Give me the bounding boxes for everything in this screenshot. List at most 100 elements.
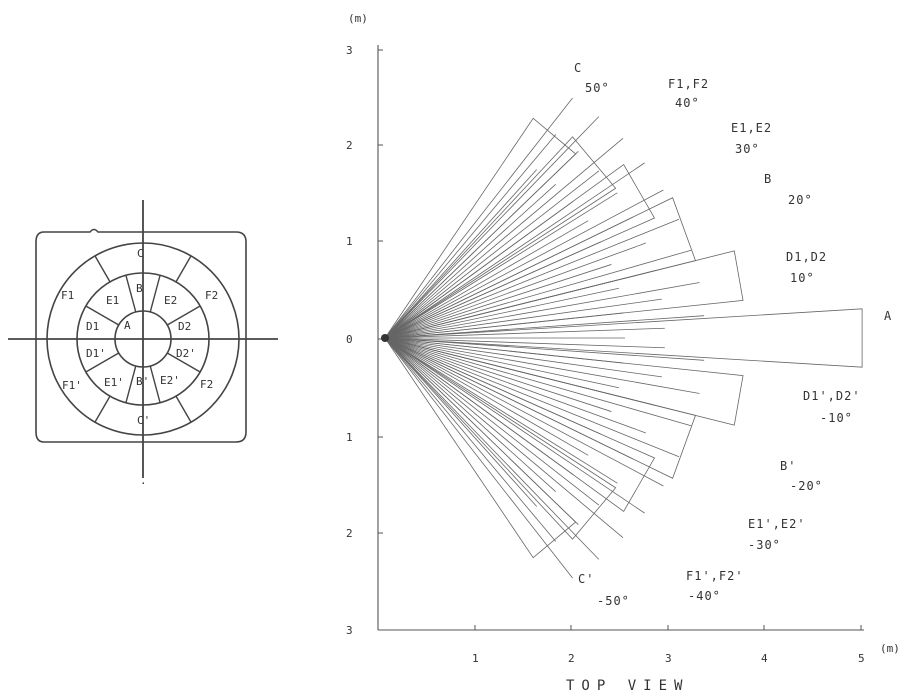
beam-ray <box>384 170 600 339</box>
beam-ray <box>384 337 700 394</box>
beam-ray <box>384 337 557 542</box>
outer-ring <box>46 242 240 436</box>
beam-ray <box>384 337 624 538</box>
beam-ray <box>384 337 556 493</box>
beam-ray <box>384 162 645 339</box>
inner-divider <box>125 365 137 403</box>
inner-ring <box>114 310 172 368</box>
y-tick-label: 0 <box>346 333 353 346</box>
beam-ray <box>384 312 624 339</box>
y-tick-label: 3 <box>346 624 353 637</box>
beam-angle-label: -10° <box>820 411 853 425</box>
beam-name-label: E1,E2 <box>731 121 772 135</box>
beam-ray <box>384 134 557 339</box>
beam-ray <box>384 287 619 339</box>
beam-ray <box>384 183 556 339</box>
segment-label: A <box>124 319 131 332</box>
beam-ray <box>384 337 618 484</box>
inner-divider <box>166 305 201 326</box>
beam-name-label: C' <box>578 572 594 586</box>
segment-label: E1' <box>104 376 124 389</box>
plot-title: TOP VIEW <box>566 678 689 694</box>
beam-angle-label: 40° <box>675 96 700 110</box>
beam-ray <box>384 337 619 389</box>
segment-dividers <box>85 255 201 423</box>
beam-ray <box>384 337 680 458</box>
inner-divider <box>125 275 137 313</box>
beam-ray <box>384 337 600 506</box>
beam-ray <box>384 337 574 475</box>
beam-name-label: C <box>574 61 582 75</box>
beam-angle-label: -40° <box>688 589 721 603</box>
beam-ray <box>384 337 600 560</box>
plot-axes <box>377 45 864 631</box>
beam-ray <box>384 337 705 361</box>
sensor-origin <box>381 334 389 342</box>
x-tick-label: 5 <box>858 652 865 665</box>
beam-name-label: A <box>884 309 892 323</box>
beam-angle-label: 20° <box>788 193 813 207</box>
x-tick-label: 1 <box>472 652 479 665</box>
segment-label: F1 <box>61 289 74 302</box>
stray-mark: · <box>140 477 147 490</box>
beam-wedge <box>384 117 577 339</box>
inner-divider <box>85 352 120 373</box>
beam-ray <box>384 242 646 339</box>
detection-beams <box>384 97 863 579</box>
beam-labels: C50° F1,F2 40° E1,E2 30° B 20° D1,D2 10° A D1',D2'… <box>574 61 892 608</box>
segment-label: F1' <box>62 379 82 392</box>
beam-angle-label: 10° <box>790 271 815 285</box>
inner-divider <box>149 365 161 403</box>
beam-ray <box>384 201 574 339</box>
segment-label: D1 <box>86 320 99 333</box>
beam-ray <box>384 337 602 435</box>
beam-ray <box>384 337 662 378</box>
beam-ray <box>384 220 589 339</box>
beam-ray <box>384 337 646 434</box>
y-tick-label: 1 <box>346 235 353 248</box>
beam-name-label: E1',E2' <box>748 517 806 531</box>
beam-ray <box>384 337 656 406</box>
beam-name-label: D1',D2' <box>803 389 861 403</box>
beam-ray <box>384 138 624 339</box>
segment-labels: C B A F1 E1 E2 F2 D1 D2 D1' D2' F1' E1' B' E2' F2 C' <box>61 247 218 427</box>
x-axis-unit: (m) <box>880 642 900 655</box>
segment-label: C <box>137 247 144 260</box>
beam-ray <box>384 216 634 339</box>
beam-ray <box>384 337 538 507</box>
beam-ray <box>384 218 680 339</box>
beam-ray <box>384 337 665 349</box>
segment-label: E2 <box>164 294 177 307</box>
x-tick-label: 4 <box>761 652 768 665</box>
segment-label: C' <box>137 414 150 427</box>
beam-name-label: B' <box>780 459 796 473</box>
beam-ray <box>384 282 700 339</box>
sensor-housing <box>35 228 247 443</box>
segment-label: B' <box>136 375 149 388</box>
beam-angle-label: -30° <box>748 538 781 552</box>
beam-angle-label: 30° <box>735 142 760 156</box>
y-tick-label: 2 <box>346 527 353 540</box>
beam-ray <box>384 337 645 514</box>
beam-ray <box>384 337 634 460</box>
segment-label: E2' <box>160 374 180 387</box>
segment-label: D1' <box>86 347 106 360</box>
beam-name-label: F1,F2 <box>668 77 709 91</box>
beam-ray <box>384 249 692 339</box>
beam-ray <box>384 337 612 412</box>
beam-ray <box>384 298 662 339</box>
y-tick-label: 2 <box>346 139 353 152</box>
beam-ray <box>384 264 612 339</box>
beam-ray <box>384 97 573 339</box>
beam-wedge <box>384 337 577 559</box>
outer-divider <box>175 395 192 423</box>
y-tick-labels: 3 2 1 0 1 2 3 <box>346 44 383 637</box>
x-tick-label: 3 <box>665 652 672 665</box>
beam-ray <box>384 241 602 339</box>
segment-label: E1 <box>106 294 119 307</box>
y-axis-unit: (m) <box>348 12 368 25</box>
beam-ray <box>384 337 692 427</box>
beam-wedge <box>384 308 863 368</box>
beam-ray <box>384 270 656 339</box>
